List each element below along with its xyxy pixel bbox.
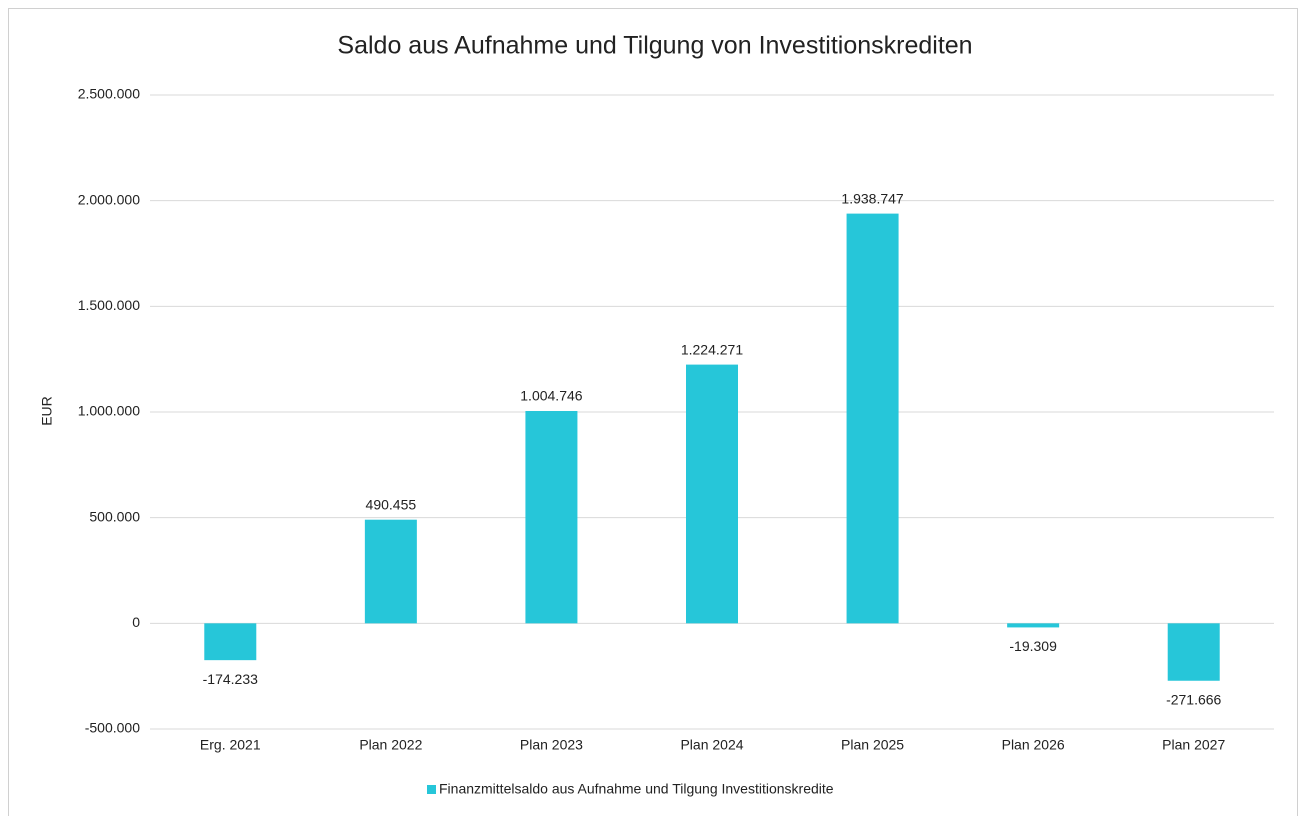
chart-title: Saldo aus Aufnahme und Tilgung von Inves… — [337, 32, 972, 60]
x-tick-label: Plan 2024 — [680, 737, 743, 753]
bar — [686, 364, 738, 624]
y-tick-label: 1.500.000 — [78, 297, 140, 313]
legend-label: Finanzmittelsaldo aus Aufnahme und Tilgu… — [439, 781, 834, 797]
data-label: 490.455 — [366, 496, 417, 512]
y-axis-label: EUR — [39, 396, 55, 426]
data-label: -174.233 — [203, 671, 258, 687]
x-tick-label: Plan 2027 — [1162, 737, 1225, 753]
bar — [846, 213, 899, 624]
y-tick-label: 0 — [132, 614, 140, 630]
y-tick-label: 500.000 — [89, 508, 140, 524]
bar — [204, 623, 257, 661]
y-tick-label: 2.500.000 — [78, 86, 140, 102]
x-tick-label: Plan 2023 — [520, 737, 583, 753]
y-tick-label: 1.000.000 — [78, 403, 140, 419]
x-tick-label: Plan 2026 — [1002, 737, 1065, 753]
bar — [364, 519, 417, 624]
data-label: 1.004.746 — [520, 388, 582, 404]
bar — [1007, 623, 1060, 628]
bar — [525, 410, 578, 624]
data-label: -271.666 — [1166, 691, 1221, 707]
x-tick-label: Erg. 2021 — [200, 737, 261, 753]
data-label: -19.309 — [1009, 638, 1057, 654]
y-tick-label: 2.000.000 — [78, 191, 140, 207]
bar — [1167, 623, 1220, 681]
legend-swatch — [427, 785, 436, 794]
x-tick-label: Plan 2025 — [841, 737, 904, 753]
x-tick-label: Plan 2022 — [359, 737, 422, 753]
y-tick-label: -500.000 — [85, 720, 140, 736]
data-label: 1.224.271 — [681, 341, 743, 357]
data-label: 1.938.747 — [841, 190, 903, 206]
